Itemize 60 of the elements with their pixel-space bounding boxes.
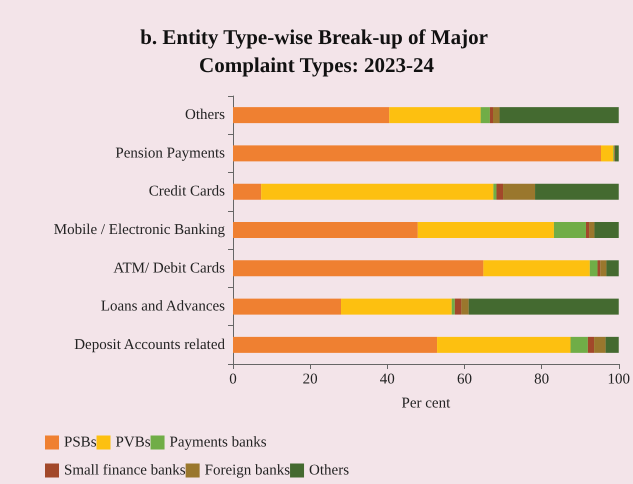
- bar: [233, 298, 342, 315]
- bar: [586, 222, 590, 238]
- legend-label: Foreign banks: [204, 462, 290, 478]
- chart-title: b. Entity Type-wise Break-up of Major Complaint Types: 2023-24: [140, 25, 493, 77]
- bar: [233, 184, 262, 200]
- x-tick-label: 60: [456, 372, 472, 388]
- bar: [570, 336, 588, 353]
- bar: [500, 107, 619, 124]
- bar: [588, 336, 594, 353]
- bar: [461, 298, 469, 315]
- y-tick-label: Loans and Advances: [100, 298, 226, 315]
- bar: [389, 107, 481, 124]
- y-tick-label: Others: [185, 107, 226, 124]
- y-tick-label: Credit Cards: [148, 184, 226, 200]
- bar: [490, 107, 493, 124]
- x-tick-label: 0: [229, 372, 237, 388]
- x-axis-title: Per cent: [402, 396, 452, 412]
- bar: [483, 260, 590, 276]
- bar: [606, 260, 619, 276]
- bar: [480, 107, 490, 124]
- y-tick-label: ATM/ Debit Cards: [113, 260, 226, 276]
- x-tick-label: 40: [380, 372, 395, 388]
- bar: [233, 145, 602, 162]
- bar: [341, 298, 452, 315]
- bar: [493, 184, 496, 200]
- x-tick-label: 80: [534, 372, 550, 388]
- x-tick-label: 100: [608, 372, 630, 388]
- bar: [594, 222, 619, 238]
- bar: [594, 336, 606, 353]
- bar: [454, 298, 462, 315]
- bar: [598, 260, 600, 276]
- bar: [468, 298, 619, 315]
- bar: [418, 222, 554, 238]
- bar: [233, 336, 438, 353]
- bar: [600, 260, 606, 276]
- bar: [233, 222, 418, 238]
- bar: [233, 107, 390, 124]
- legend-label: PVBs: [116, 434, 151, 450]
- bar: [503, 184, 536, 200]
- bar: [589, 222, 594, 238]
- legend-label: Small finance banks: [64, 462, 186, 478]
- y-tick-label: Mobile / Electronic Banking: [54, 222, 226, 238]
- bar: [590, 260, 598, 276]
- bar: [437, 336, 571, 353]
- bar: [535, 184, 619, 200]
- legend-label: PSBs: [64, 434, 97, 450]
- bar: [261, 184, 494, 200]
- y-tick-label: Deposit Accounts related: [74, 336, 226, 353]
- bar: [492, 107, 500, 124]
- x-tick-label: 20: [302, 372, 318, 388]
- bar: [496, 184, 504, 200]
- bar: [614, 145, 619, 162]
- bar: [452, 298, 455, 315]
- bar: [233, 260, 484, 276]
- legend-label: Others: [309, 462, 350, 478]
- bar: [601, 145, 614, 162]
- bar: [554, 222, 586, 238]
- legend-label: Payments banks: [170, 434, 267, 450]
- bar: [606, 336, 619, 353]
- y-tick-label: Pension Payments: [115, 145, 226, 162]
